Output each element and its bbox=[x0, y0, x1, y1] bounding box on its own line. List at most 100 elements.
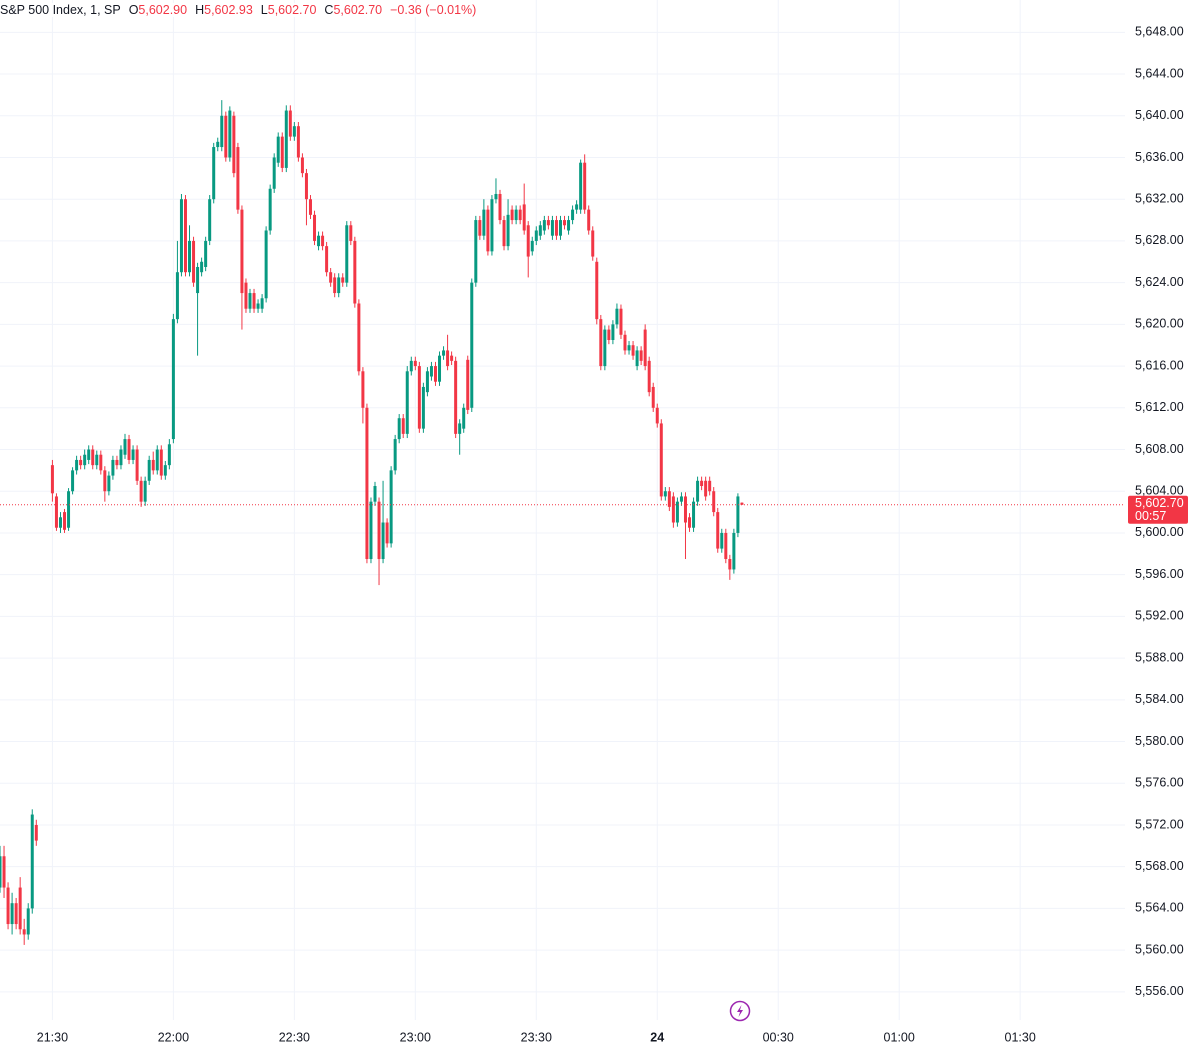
candle-body bbox=[232, 115, 236, 174]
candle-body bbox=[54, 496, 58, 528]
candle-body bbox=[470, 282, 474, 408]
candle-body bbox=[325, 246, 329, 273]
ohlc-value: 5,602.93 bbox=[204, 3, 253, 17]
candle-body bbox=[393, 439, 397, 471]
candle-body bbox=[292, 126, 296, 137]
ohlc-value: 5,602.70 bbox=[267, 3, 317, 17]
y-tick-label: 5,592.00 bbox=[1135, 609, 1184, 623]
candle-body bbox=[337, 277, 341, 294]
ohlc-value: 5,602.70 bbox=[333, 3, 383, 17]
candle-body bbox=[454, 360, 458, 434]
icon-circle bbox=[729, 1000, 751, 1022]
candle-body bbox=[405, 371, 409, 434]
candle-body bbox=[18, 887, 22, 930]
candle-body bbox=[95, 454, 99, 466]
candle-body bbox=[663, 491, 667, 497]
candle-body bbox=[91, 449, 95, 466]
candle-body bbox=[196, 266, 200, 294]
candle-body bbox=[349, 225, 353, 241]
candle-body bbox=[248, 293, 252, 309]
candle-body bbox=[433, 366, 437, 382]
candle-body bbox=[438, 355, 442, 382]
candle-body bbox=[494, 193, 498, 200]
y-tick-label: 5,560.00 bbox=[1135, 942, 1184, 956]
y-tick-label: 5,604.00 bbox=[1135, 484, 1184, 498]
candle-body bbox=[127, 439, 131, 460]
candle-body bbox=[647, 360, 651, 393]
candle-body bbox=[429, 366, 433, 377]
candle-body bbox=[510, 209, 514, 221]
candle-body bbox=[212, 147, 216, 200]
candle-body bbox=[119, 449, 123, 466]
candle-body bbox=[30, 814, 34, 909]
candle-body bbox=[413, 360, 417, 367]
y-tick-label: 5,640.00 bbox=[1135, 108, 1184, 122]
candle-body bbox=[675, 501, 679, 523]
candle-body bbox=[236, 147, 240, 210]
candle-body bbox=[0, 856, 2, 888]
candle-body bbox=[659, 423, 663, 497]
candle-body bbox=[724, 532, 728, 560]
candle-body bbox=[643, 329, 647, 367]
ohlc-legend: S&P 500 Index, 1, SP O 5,602.90 H 5,602.93… bbox=[0, 3, 485, 17]
candle-body bbox=[244, 282, 248, 309]
candle-body bbox=[623, 334, 627, 351]
candle-body bbox=[115, 459, 119, 466]
x-tick-label: 01:30 bbox=[1005, 1030, 1036, 1044]
candle-body bbox=[683, 496, 687, 523]
y-tick-label: 5,588.00 bbox=[1135, 650, 1184, 664]
candle-body bbox=[34, 824, 38, 841]
y-tick-label: 5,600.00 bbox=[1135, 525, 1184, 539]
candle-body bbox=[514, 209, 518, 221]
y-tick-label: 5,568.00 bbox=[1135, 859, 1184, 873]
candle-body bbox=[155, 449, 159, 471]
candle-body bbox=[163, 465, 167, 476]
candle-body bbox=[58, 517, 62, 528]
candle-body bbox=[216, 141, 220, 148]
candle-body bbox=[288, 110, 292, 137]
candle-body bbox=[75, 459, 79, 471]
candle-body bbox=[385, 522, 389, 544]
candle-body bbox=[264, 230, 268, 299]
candle-body bbox=[442, 350, 446, 356]
candle-body bbox=[611, 324, 615, 340]
candle-body bbox=[333, 277, 337, 294]
candle-body bbox=[280, 136, 284, 168]
candle-body bbox=[506, 214, 510, 247]
candle-body bbox=[554, 220, 558, 236]
symbol: S&P 500 Index, 1, SP bbox=[0, 3, 121, 17]
candle-body bbox=[79, 459, 83, 466]
y-tick-label: 5,556.00 bbox=[1135, 984, 1184, 998]
y-tick-label: 5,620.00 bbox=[1135, 317, 1184, 331]
candle-body bbox=[704, 480, 708, 497]
candle-body bbox=[579, 162, 583, 210]
candle-body bbox=[736, 496, 740, 533]
candle-body bbox=[397, 418, 401, 440]
candle-body bbox=[63, 512, 67, 530]
candle-body bbox=[103, 470, 107, 492]
candle-body bbox=[228, 110, 232, 158]
candle-body bbox=[317, 235, 321, 247]
candle-body bbox=[696, 480, 700, 502]
candle-body bbox=[276, 136, 280, 163]
candle-body bbox=[313, 214, 317, 241]
y-tick-label: 5,632.00 bbox=[1135, 191, 1184, 205]
candle-body bbox=[304, 173, 308, 200]
candle-body bbox=[204, 240, 208, 267]
candle-body bbox=[143, 480, 147, 502]
candle-body bbox=[409, 360, 413, 372]
candle-body bbox=[377, 501, 381, 560]
ohlc-key: L bbox=[260, 3, 268, 17]
last-price-label: 5,602.70 bbox=[1135, 496, 1184, 510]
candle-body bbox=[71, 470, 75, 492]
candle-body bbox=[321, 235, 325, 247]
candle-body bbox=[353, 240, 357, 304]
candle-body bbox=[308, 199, 312, 215]
y-tick-label: 5,596.00 bbox=[1135, 567, 1184, 581]
x-tick-label: 23:30 bbox=[521, 1030, 552, 1044]
y-tick-label: 5,624.00 bbox=[1135, 275, 1184, 289]
ohlc-value: 5,602.90 bbox=[138, 3, 188, 17]
y-tick-label: 5,572.00 bbox=[1135, 817, 1184, 831]
candle-body bbox=[458, 423, 462, 434]
candle-body bbox=[712, 491, 716, 513]
